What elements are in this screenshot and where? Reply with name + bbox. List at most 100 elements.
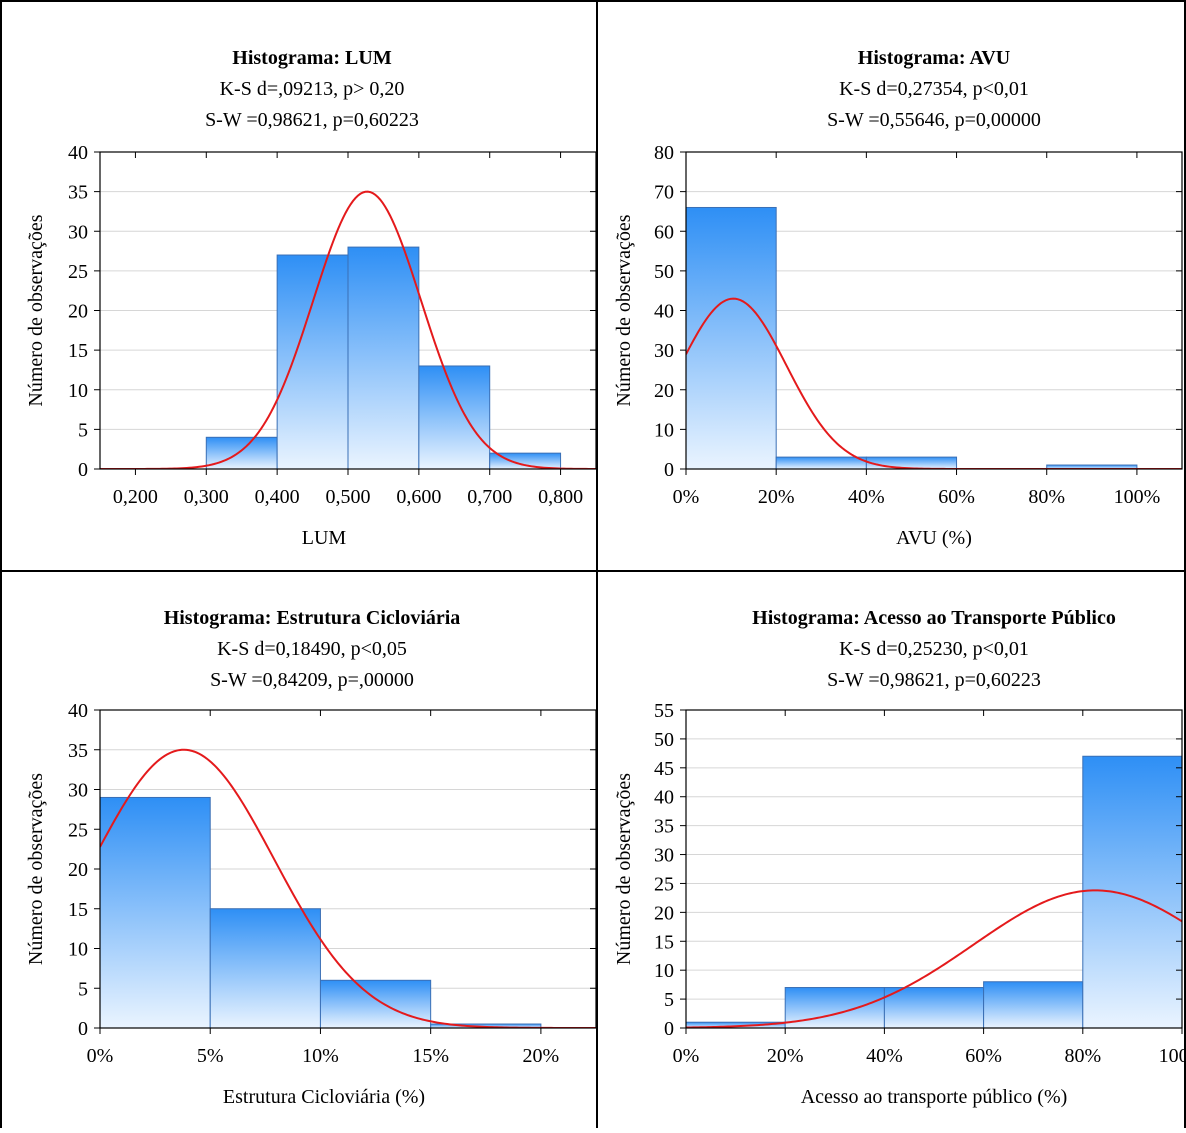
y-tick-label: 20 [654, 380, 674, 402]
y-tick-label: 25 [654, 873, 674, 895]
y-tick-label: 20 [68, 859, 88, 881]
stats-line: S-W =0,84209, p=,00000 [210, 669, 414, 691]
y-tick-label: 30 [68, 780, 88, 802]
x-tick-label: 10% [302, 1045, 339, 1067]
panel-acesso-transporte: Histograma: Acesso ao Transporte Público… [596, 570, 1186, 1128]
y-axis-label: Número de observações [613, 214, 635, 406]
y-tick-label: 40 [68, 142, 88, 164]
x-tick-label: 0% [673, 1045, 700, 1067]
y-tick-label: 0 [664, 1018, 674, 1040]
chart-acesso-transporte: Histograma: Acesso ao Transporte Público… [613, 607, 1186, 1108]
histogram-bar [784, 987, 885, 1029]
y-tick-label: 0 [664, 459, 674, 481]
y-tick-label: 50 [654, 729, 674, 751]
y-tick-label: 55 [654, 700, 674, 722]
x-axis-label: AVU (%) [896, 527, 972, 549]
x-tick-label: 5% [197, 1045, 224, 1067]
y-axis-label: Número de observações [25, 773, 47, 965]
y-tick-label: 15 [654, 931, 674, 953]
stats-line: K-S d=0,27354, p<0,01 [839, 78, 1029, 100]
chart-estrutura-cicloviaria: Histograma: Estrutura Cicloviária K-S d=0… [25, 607, 597, 1108]
x-tick-label: 0,400 [255, 486, 300, 508]
histogram-bar [319, 979, 432, 1029]
x-tick-label: 60% [965, 1045, 1002, 1067]
histogram-bar [865, 456, 958, 470]
x-tick-label: 60% [938, 486, 975, 508]
x-axis-label: LUM [302, 527, 347, 549]
x-tick-label: 0,300 [184, 486, 229, 508]
y-tick-label: 40 [654, 301, 674, 323]
histogram-bar [1082, 755, 1183, 1029]
x-tick-label: 0,700 [467, 486, 512, 508]
x-tick-label: 20% [767, 1045, 804, 1067]
histogram-bar [418, 365, 491, 470]
y-tick-label: 10 [654, 960, 674, 982]
panel-avu: Histograma: AVU K-S d=0,27354, p<0,01 S-W … [596, 0, 1186, 572]
x-tick-label: 80% [1064, 1045, 1101, 1067]
histogram-bar [347, 246, 420, 470]
y-tick-label: 50 [654, 261, 674, 283]
stats-line: S-W =0,98621, p=0,60223 [827, 669, 1041, 691]
y-tick-label: 10 [654, 419, 674, 441]
x-tick-label: 20% [758, 486, 795, 508]
y-tick-label: 30 [654, 340, 674, 362]
y-tick-label: 35 [654, 816, 674, 838]
y-tick-label: 15 [68, 899, 88, 921]
panel-lum: Histograma: LUM K-S d=,09213, p> 0,20 S-W … [0, 0, 598, 572]
y-axis-label: Número de observações [25, 214, 47, 406]
x-tick-label: 40% [866, 1045, 903, 1067]
y-tick-label: 30 [68, 221, 88, 243]
chart-avu: Histograma: AVU K-S d=0,27354, p<0,01 S-W … [613, 47, 1183, 549]
x-tick-label: 40% [848, 486, 885, 508]
y-tick-label: 25 [68, 819, 88, 841]
stats-line: S-W =0,55646, p=0,00000 [827, 109, 1041, 131]
y-tick-label: 60 [654, 221, 674, 243]
y-tick-label: 70 [654, 182, 674, 204]
y-tick-label: 25 [68, 261, 88, 283]
histogram-bar [685, 206, 777, 470]
y-tick-label: 20 [68, 301, 88, 323]
y-tick-label: 35 [68, 182, 88, 204]
histogram-bar [883, 987, 985, 1029]
y-tick-label: 35 [68, 740, 88, 762]
chart-lum: Histograma: LUM K-S d=,09213, p> 0,20 S-W … [25, 47, 597, 549]
x-tick-label: 0% [87, 1045, 114, 1067]
y-tick-label: 30 [654, 845, 674, 867]
y-tick-label: 10 [68, 939, 88, 961]
y-tick-label: 10 [68, 380, 88, 402]
stats-line: S-W =0,98621, p=0,60223 [205, 109, 419, 131]
histogram-bar [276, 254, 349, 470]
y-tick-label: 15 [68, 340, 88, 362]
chart-title: Histograma: Estrutura Cicloviária [164, 607, 461, 629]
x-tick-label: 80% [1028, 486, 1065, 508]
x-tick-label: 0,600 [396, 486, 441, 508]
y-axis-label: Número de observações [613, 773, 635, 965]
y-tick-label: 5 [78, 419, 88, 441]
chart-title: Histograma: AVU [858, 47, 1010, 69]
histogram-bar [775, 456, 867, 470]
x-tick-label: 0,800 [538, 486, 583, 508]
x-tick-label: 15% [412, 1045, 449, 1067]
normal-curve [686, 889, 1182, 1028]
chart-title: Histograma: LUM [232, 47, 392, 69]
y-tick-label: 5 [78, 978, 88, 1000]
x-tick-label: 100% [1159, 1045, 1184, 1067]
histogram-bar [983, 981, 1084, 1029]
x-tick-label: 20% [523, 1045, 560, 1067]
y-tick-label: 0 [78, 1018, 88, 1040]
y-tick-label: 40 [68, 700, 88, 722]
x-tick-label: 0,500 [326, 486, 371, 508]
x-tick-label: 0,200 [113, 486, 158, 508]
stats-line: K-S d=,09213, p> 0,20 [220, 78, 405, 100]
plot-frame [685, 709, 1183, 1029]
x-tick-label: 0% [673, 486, 700, 508]
y-tick-label: 20 [654, 902, 674, 924]
y-tick-label: 80 [654, 142, 674, 164]
y-tick-label: 45 [654, 758, 674, 780]
chart-title: Histograma: Acesso ao Transporte Público [752, 607, 1116, 629]
x-axis-label: Estrutura Cicloviária (%) [223, 1086, 425, 1108]
normal-curve [100, 190, 596, 469]
stats-line: K-S d=0,18490, p<0,05 [217, 638, 407, 660]
histogram-bar [99, 796, 211, 1029]
